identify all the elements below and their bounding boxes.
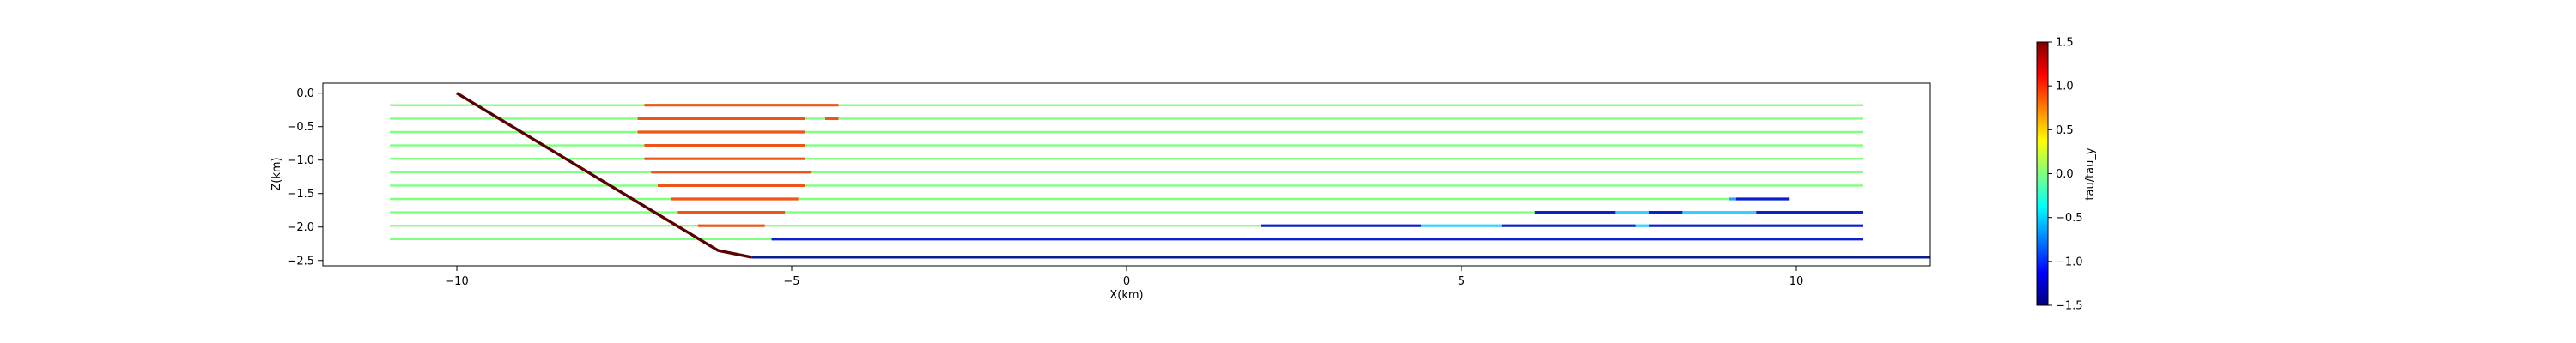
colorbar-tick-label: 1.5 [2056,37,2074,50]
colorbar-gradient [2036,41,2049,306]
x-axis: −10 −5 0 5 10 [445,266,1803,288]
x-tick-label: 10 [1789,275,1804,288]
colorbar-tick-label: 0.5 [2056,124,2074,137]
colorbar-label: tau/tau_y [2084,147,2097,200]
fault-line [456,92,752,259]
x-tick-label: −10 [445,275,468,288]
y-axis-label: Z(km) [270,157,283,190]
y-tick-label: −1.5 [287,188,314,201]
x-tick-label: 0 [1123,275,1130,288]
x-axis-label: X(km) [1109,289,1143,302]
y-tick-label: −2.5 [287,255,314,268]
y-tick-label: −0.5 [287,121,314,134]
y-tick-label: −2.0 [287,221,314,234]
x-tick-label: −5 [783,275,799,288]
colorbar-tick-label: 0.0 [2056,168,2074,181]
colorbar: 1.5 1.0 0.5 0.0 −0.5 −1.0 −1.5 tau/tau_y [2036,37,2097,313]
colorbar-ticks: 1.5 1.0 0.5 0.0 −0.5 −1.0 −1.5 [2048,37,2083,313]
colorbar-tick-label: −1.5 [2056,300,2083,313]
colorbar-tick-label: 1.0 [2056,81,2074,93]
colorbar-tick-label: −0.5 [2056,212,2083,225]
y-axis: 0.0 −0.5 −1.0 −1.5 −2.0 −2.5 [287,87,323,268]
colorbar-tick-label: −1.0 [2056,256,2083,268]
plot-area: −10 −5 0 5 10 0.0−0.5−1.0−1.5−2.0−2.5 X(km) … [270,82,1931,302]
y-tick-label: −1.0 [287,154,314,167]
data-layer [390,92,1930,259]
x-tick-label: 5 [1458,275,1465,288]
y-tick-label: 0.0 [296,87,314,100]
